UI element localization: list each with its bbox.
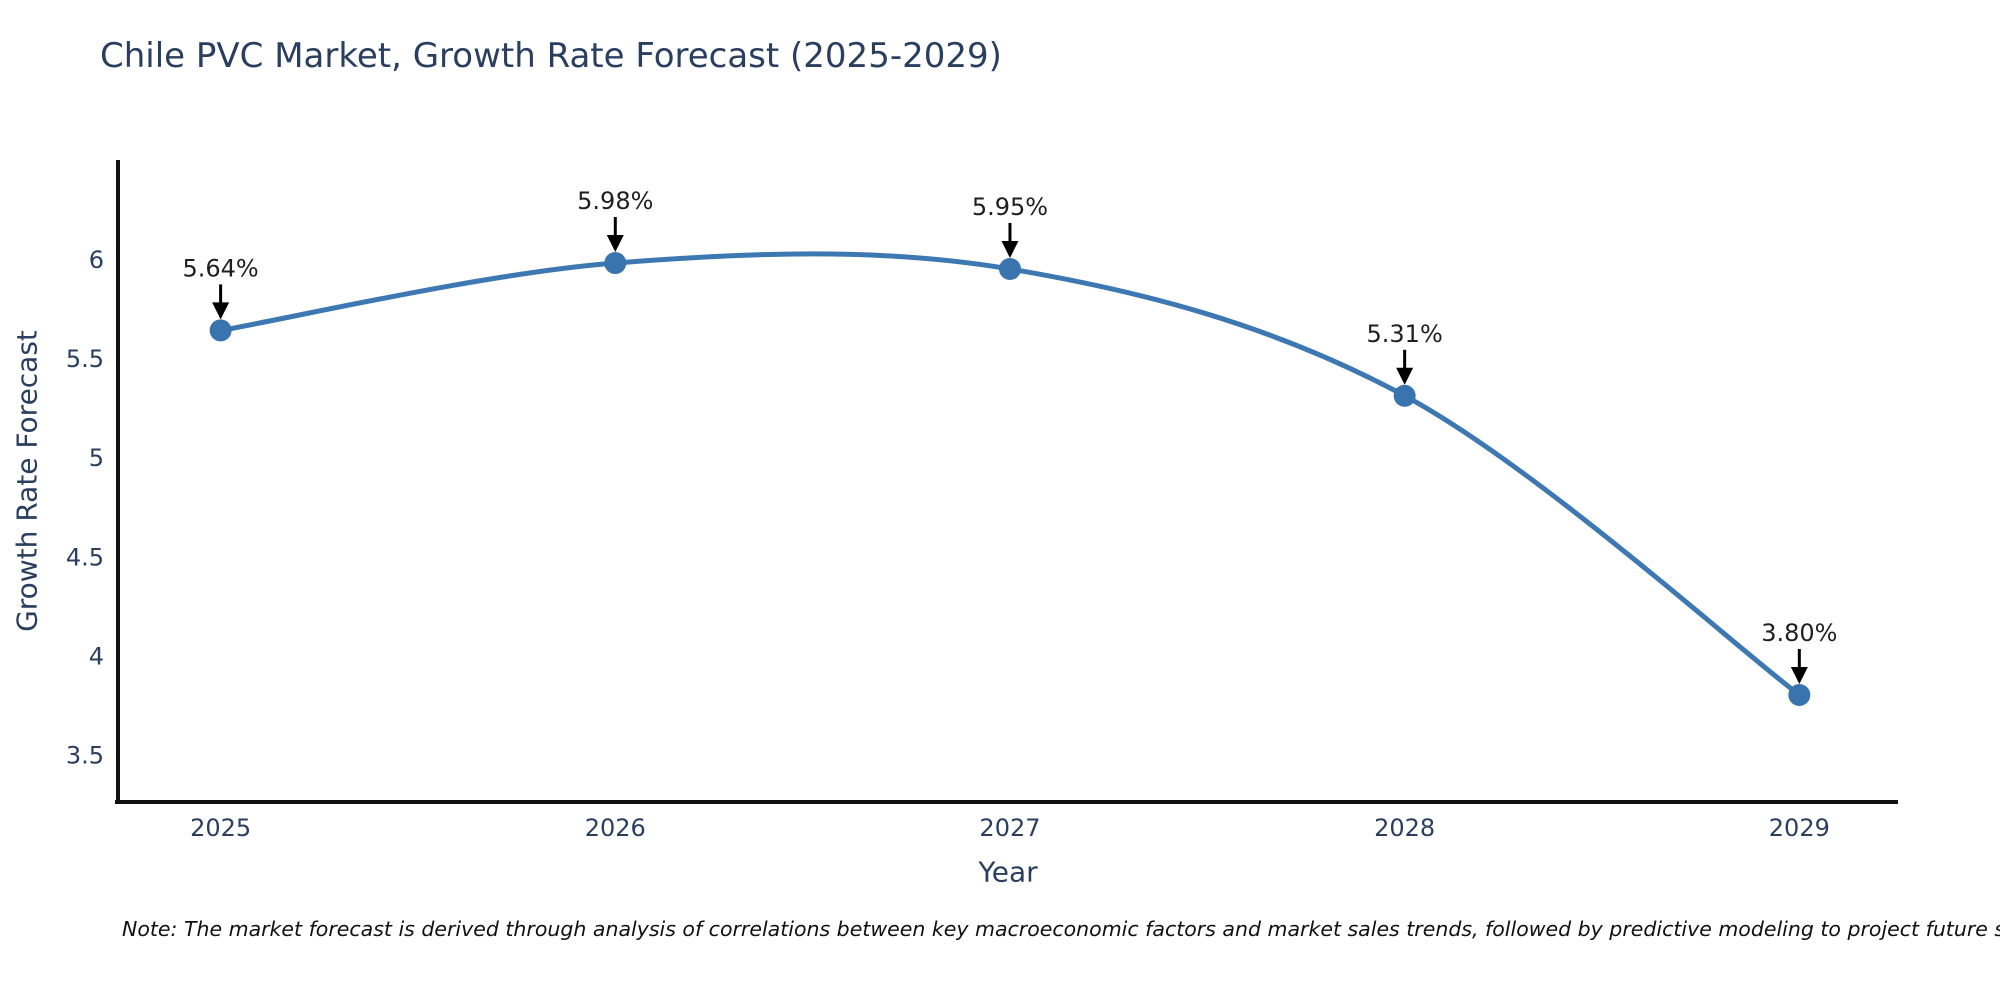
y-tick-label: 5.5 <box>66 345 104 373</box>
data-point-marker <box>998 257 1021 280</box>
y-axis-title: Growth Rate Forecast <box>10 330 44 632</box>
x-tick-label: 2029 <box>1769 814 1830 842</box>
x-axis-title: Year <box>978 855 1038 889</box>
data-point-label: 5.31% <box>1367 320 1443 348</box>
annotation-arrowhead <box>1396 367 1414 385</box>
x-tick-label: 2026 <box>585 814 646 842</box>
y-tick-label: 3.5 <box>66 741 104 769</box>
chart-title: Chile PVC Market, Growth Rate Forecast (… <box>100 36 1002 76</box>
data-point-marker <box>604 252 627 275</box>
forecast-line <box>218 251 1802 698</box>
annotation-arrowhead <box>1001 240 1019 258</box>
footnote-text: Note: The market forecast is derived thr… <box>122 917 2000 941</box>
y-tick-label: 5 <box>89 444 104 472</box>
data-point-marker <box>1788 684 1811 706</box>
data-point-label: 5.95% <box>972 193 1048 221</box>
annotation-arrowhead <box>1790 667 1808 684</box>
y-tick-label: 4 <box>89 642 104 670</box>
x-tick-label: 2027 <box>979 814 1040 842</box>
annotation-arrowhead <box>606 235 624 253</box>
data-point-marker <box>1393 384 1416 407</box>
y-tick-label: 6 <box>89 246 104 274</box>
data-point-label: 5.98% <box>577 187 653 215</box>
data-point-label: 3.80% <box>1761 619 1837 647</box>
x-tick-label: 2028 <box>1374 814 1435 842</box>
data-point-label: 5.64% <box>182 254 258 282</box>
x-tick-label: 2025 <box>190 814 251 842</box>
annotation-arrowhead <box>212 302 230 320</box>
data-point-marker <box>209 319 232 342</box>
y-tick-label: 4.5 <box>66 543 104 571</box>
